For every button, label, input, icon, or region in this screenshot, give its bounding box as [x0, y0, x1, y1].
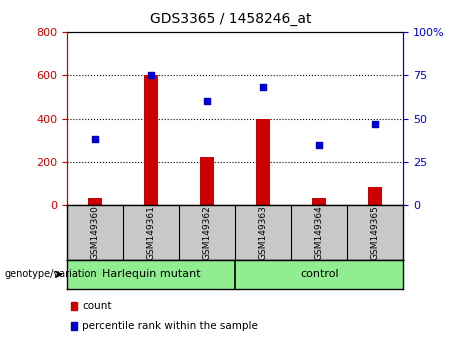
- Bar: [200, 156, 214, 205]
- Bar: [312, 198, 326, 205]
- Text: count: count: [82, 301, 112, 311]
- Text: GSM149363: GSM149363: [259, 205, 268, 260]
- Point: [260, 85, 267, 90]
- Text: GSM149365: GSM149365: [371, 205, 380, 260]
- Point: [203, 98, 211, 104]
- Text: percentile rank within the sample: percentile rank within the sample: [82, 321, 258, 331]
- Point: [91, 137, 99, 142]
- Text: Harlequin mutant: Harlequin mutant: [102, 269, 200, 279]
- Point: [147, 73, 154, 78]
- Point: [315, 142, 323, 147]
- Point: [372, 121, 379, 127]
- Text: GSM149360: GSM149360: [90, 205, 100, 260]
- Text: GSM149362: GSM149362: [202, 205, 212, 260]
- Text: GSM149364: GSM149364: [315, 205, 324, 260]
- Text: GSM149361: GSM149361: [147, 205, 155, 260]
- Bar: [88, 198, 102, 205]
- Text: GDS3365 / 1458246_at: GDS3365 / 1458246_at: [150, 12, 311, 27]
- Text: genotype/variation: genotype/variation: [5, 269, 97, 279]
- Bar: [144, 75, 158, 205]
- Text: control: control: [300, 269, 338, 279]
- Bar: [256, 119, 270, 205]
- Bar: [368, 187, 382, 205]
